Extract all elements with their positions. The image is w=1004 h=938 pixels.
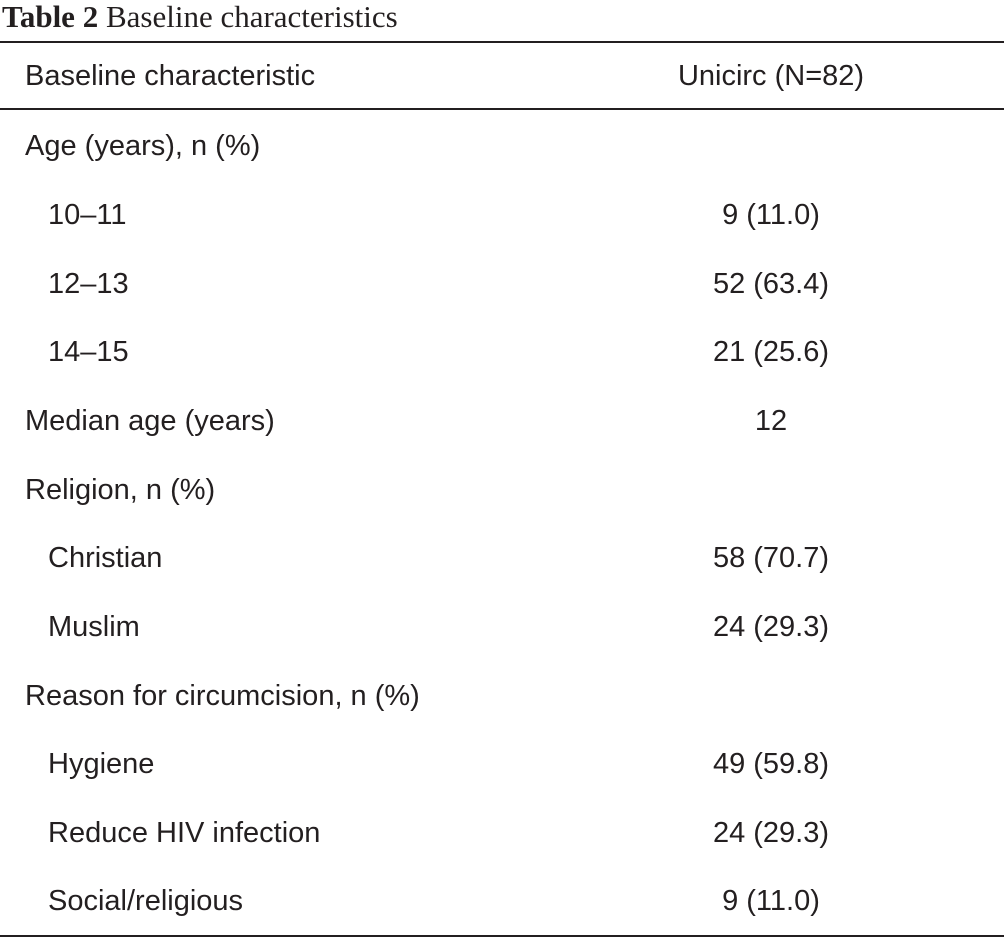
- table-title: Baseline characteristics: [105, 0, 398, 34]
- table-number: Table 2: [2, 0, 99, 34]
- row-value: [610, 662, 932, 730]
- row-label: Hygiene: [48, 748, 155, 780]
- table-header-rule: [0, 108, 1004, 110]
- table-row: Muslim 24 (29.3): [0, 593, 1004, 661]
- table-header-row: Baseline characteristic Unicirc (N=82): [0, 42, 1004, 110]
- row-label: Reason for circumcision, n (%): [25, 680, 420, 712]
- row-value: 49 (59.8): [712, 748, 830, 780]
- row-label: 12–13: [48, 268, 129, 300]
- table-row: Christian 58 (70.7): [0, 524, 1004, 592]
- table-row: Reason for circumcision, n (%): [0, 662, 1004, 730]
- table-row: Religion, n (%): [0, 456, 1004, 524]
- row-value: 52 (63.4): [712, 268, 830, 300]
- row-value: 24 (29.3): [712, 611, 830, 643]
- header-unicirc: Unicirc (N=82): [677, 60, 865, 92]
- row-value: 24 (29.3): [712, 817, 830, 849]
- row-label: Median age (years): [25, 405, 275, 437]
- row-value: 12: [754, 405, 788, 437]
- row-label: Religion, n (%): [25, 474, 216, 506]
- table-row: Reduce HIV infection 24 (29.3): [0, 799, 1004, 867]
- table-caption: Table 2 Baseline characteristics: [2, 0, 398, 36]
- row-value: 9 (11.0): [722, 885, 820, 917]
- table-row: Age (years), n (%): [0, 112, 1004, 180]
- row-label: Social/religious: [48, 885, 244, 917]
- row-label: Age (years), n (%): [25, 130, 261, 162]
- row-value: 21 (25.6): [712, 336, 830, 368]
- table-row: 10–11 9 (11.0): [0, 181, 1004, 249]
- table-row: 14–15 21 (25.6): [0, 318, 1004, 386]
- header-characteristic: Baseline characteristic: [25, 60, 316, 92]
- table-row: 12–13 52 (63.4): [0, 250, 1004, 318]
- row-label: Christian: [48, 542, 163, 574]
- row-value: [610, 456, 932, 524]
- row-label: 14–15: [48, 336, 129, 368]
- row-value: [610, 112, 932, 180]
- row-label: 10–11: [48, 199, 127, 231]
- row-value: 9 (11.0): [722, 199, 820, 231]
- table-top-rule: [0, 41, 1004, 43]
- row-label: Muslim: [48, 611, 140, 643]
- table-row: Median age (years) 12: [0, 387, 1004, 455]
- row-label: Reduce HIV infection: [48, 817, 321, 849]
- table-row: Hygiene 49 (59.8): [0, 730, 1004, 798]
- row-value: 58 (70.7): [712, 542, 830, 574]
- table-row: Social/religious 9 (11.0): [0, 867, 1004, 935]
- table-bottom-rule: [0, 935, 1004, 937]
